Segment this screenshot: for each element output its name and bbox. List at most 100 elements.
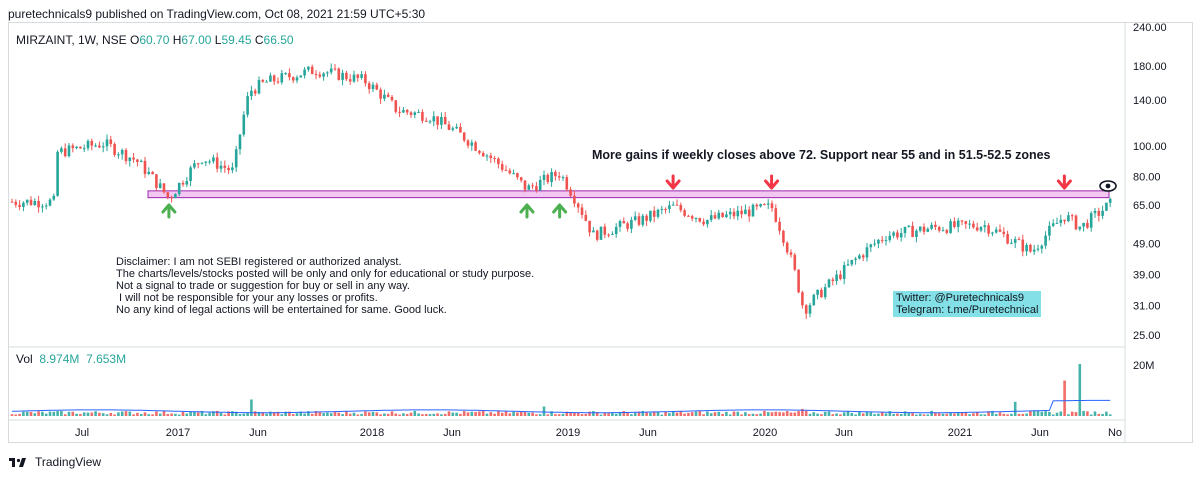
volume-bar — [360, 413, 363, 416]
volume-bar — [1059, 411, 1063, 416]
volume-bar — [713, 412, 717, 416]
candle-body — [280, 73, 284, 83]
candle-body — [949, 221, 952, 233]
time-tick-label: 2021 — [948, 427, 972, 439]
candle-body — [512, 173, 515, 175]
volume-bar — [983, 414, 987, 416]
candle-body — [804, 305, 808, 314]
volume-bar — [208, 412, 211, 416]
candle-body — [983, 225, 987, 228]
volume-bar — [618, 411, 622, 416]
volume-bar — [447, 411, 451, 416]
candle-body — [687, 215, 690, 217]
candle-body — [117, 154, 120, 156]
volume-bar — [151, 414, 154, 416]
candle-body — [873, 243, 876, 245]
candle-body — [812, 294, 816, 306]
volume-bar — [333, 411, 337, 416]
candle-body — [291, 77, 295, 81]
volume-bar — [98, 412, 101, 416]
candle-body — [599, 226, 603, 240]
candle-body — [755, 204, 759, 207]
volume-bar — [839, 414, 842, 416]
volume-bar — [690, 412, 694, 416]
candle-body — [801, 292, 804, 306]
candle-body — [337, 68, 341, 80]
volume-bar — [276, 411, 280, 416]
volume-bar — [823, 411, 827, 416]
candle-body — [527, 185, 531, 190]
candle-body — [234, 149, 238, 168]
volume-bar — [751, 413, 755, 416]
candle-body — [1040, 245, 1044, 249]
candle-body — [637, 216, 641, 225]
volume-bar — [888, 411, 892, 416]
social-info: Twitter: @Puretechnicals9 Telegram: t.me… — [893, 291, 1042, 317]
candle-body — [246, 96, 249, 115]
volume-bar — [668, 413, 671, 416]
candle-body — [1025, 244, 1028, 252]
volume-bar — [793, 412, 797, 416]
candle-body — [310, 66, 314, 75]
volume-bar — [82, 412, 86, 416]
volume-bar — [1086, 411, 1089, 416]
footer[interactable]: TradingView — [9, 455, 101, 469]
volume-bar — [409, 412, 413, 416]
candle-body — [151, 171, 154, 175]
candle-body — [1055, 222, 1059, 224]
volume-bar — [79, 414, 82, 416]
candle-body — [922, 226, 926, 232]
volume-bar — [1032, 410, 1036, 416]
volume-bar — [242, 413, 246, 416]
volume-bar — [994, 413, 998, 416]
volume-bar — [348, 413, 352, 416]
candle-body — [1010, 242, 1013, 244]
candle-body — [124, 149, 128, 162]
candle-body — [181, 182, 185, 185]
volume-legend: Vol 8.974M 7.653M — [16, 352, 126, 366]
candle-body — [18, 204, 21, 207]
volume-bar — [599, 414, 603, 416]
candle-body — [1036, 248, 1040, 250]
volume-bar — [86, 412, 90, 416]
candle-body — [778, 221, 781, 231]
candle-body — [257, 79, 261, 94]
volume-bar — [56, 411, 59, 416]
volume-bar — [462, 411, 466, 416]
volume-bar — [466, 412, 470, 416]
volume-bar — [645, 412, 648, 416]
volume-bar — [660, 414, 664, 416]
volume-bar — [728, 414, 732, 416]
candle-body — [607, 234, 610, 236]
volume-bar — [854, 414, 857, 416]
candle-body — [341, 72, 344, 80]
time-tick-label: Jun — [639, 427, 657, 439]
candle-body — [535, 186, 538, 191]
volume-bar — [189, 411, 192, 416]
candle-body — [48, 199, 52, 206]
candle-body — [166, 192, 170, 198]
volume-bar — [930, 410, 933, 416]
volume-bar — [322, 413, 325, 416]
volume-bar — [1082, 410, 1085, 416]
volume-bar — [846, 411, 850, 416]
volume-bar — [573, 412, 576, 416]
volume-bar — [170, 413, 173, 416]
candle-body — [364, 74, 367, 84]
candle-body — [33, 200, 37, 205]
candle-body — [573, 195, 576, 204]
volume-bar — [979, 414, 983, 416]
volume-bar — [1101, 413, 1104, 416]
candle-body — [227, 167, 230, 171]
candle-body — [462, 132, 466, 141]
candle-body — [402, 109, 405, 113]
volume-bar — [611, 412, 614, 416]
candle-body — [664, 208, 667, 210]
candle-body — [1029, 244, 1032, 252]
volume-bar — [1097, 413, 1101, 416]
candle-body — [421, 111, 424, 121]
candle-body — [333, 68, 337, 70]
volume-bar — [789, 412, 793, 416]
price-tick-label: 100.00 — [1133, 141, 1167, 153]
